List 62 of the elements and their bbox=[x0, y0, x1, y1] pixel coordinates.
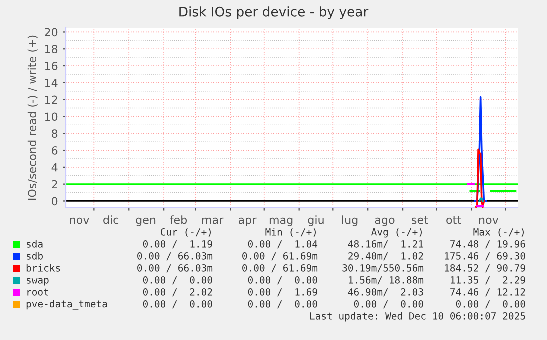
y-tick-label: 0 bbox=[52, 197, 58, 206]
text: 0.00 / 1.69 bbox=[248, 288, 318, 297]
y-tick-label: 12 bbox=[45, 96, 58, 104]
y-tick-label: 14 bbox=[45, 79, 58, 88]
text: Min (-/+) bbox=[266, 228, 316, 237]
text: 184.52 / 90.79 bbox=[445, 264, 526, 273]
text: 0.00 / 61.69m bbox=[242, 252, 318, 261]
text: Cur (-/+) bbox=[160, 228, 211, 237]
text: 0.00 / 0.00 bbox=[248, 276, 318, 285]
text: 0.00 / 2.02 bbox=[143, 288, 212, 297]
text: 74.48 / 19.96 bbox=[450, 240, 526, 249]
text: 0.00 / 0.00 bbox=[143, 300, 212, 309]
chart-title: Disk IOs per device - by year bbox=[180, 6, 369, 20]
y-tick-label: 18 bbox=[45, 45, 58, 54]
text: 0.00 / 1.19 bbox=[143, 240, 212, 249]
text: 0.00 / 1.04 bbox=[248, 240, 318, 249]
text: 1.56m/ 18.88m bbox=[349, 276, 424, 285]
x-tick-label: apr bbox=[238, 218, 257, 226]
y-tick-label: 16 bbox=[45, 62, 58, 70]
legend-label: swap bbox=[27, 278, 49, 286]
x-tick-label: gen bbox=[136, 218, 156, 226]
y-tick-label: 20 bbox=[45, 28, 58, 37]
legend-label: sdb bbox=[27, 252, 43, 260]
text: Last update: Wed Dec 10 06:00:07 2025 bbox=[310, 312, 526, 322]
y-axis-title: IOs/second read (-) / write (+) bbox=[28, 36, 38, 200]
text: 0.00 / 0.00 bbox=[354, 300, 424, 309]
text: 0.00 / 66.03m bbox=[138, 264, 213, 273]
y-tick-label: 6 bbox=[52, 146, 58, 155]
text: Max (-/+) bbox=[474, 228, 524, 237]
x-tick-label: dic bbox=[104, 216, 119, 224]
x-tick-label: set bbox=[412, 216, 428, 224]
x-tick-label: giu bbox=[308, 216, 324, 226]
x-tick-label: nov bbox=[479, 218, 499, 224]
legend-label: sda bbox=[27, 240, 43, 248]
text: 74.46 / 12.12 bbox=[450, 288, 526, 297]
text: 175.46 / 69.30 bbox=[445, 252, 526, 261]
text: 0.00 / 0.00 bbox=[248, 300, 318, 309]
x-tick-label: ago bbox=[375, 218, 395, 226]
text: 0.00 / 61.69m bbox=[242, 264, 318, 273]
legend-label: root bbox=[28, 288, 48, 296]
x-tick-label: lug bbox=[342, 216, 358, 226]
text: 30.19m/550.56m bbox=[342, 264, 424, 273]
y-tick-label: 10 bbox=[45, 112, 58, 122]
x-tick-label: nov bbox=[70, 218, 90, 224]
legend-label: bricks bbox=[26, 264, 60, 272]
text: 29.40m/ 1.02 bbox=[348, 252, 424, 261]
text: 0.00 / 0.00 bbox=[456, 300, 526, 309]
y-tick-label: 2 bbox=[52, 180, 58, 189]
text: Avg (-/+) bbox=[372, 228, 422, 238]
x-tick-label: mag bbox=[270, 218, 293, 226]
text: 48.16m/ 1.21 bbox=[348, 240, 424, 249]
text: 46.90m/ 2.03 bbox=[348, 288, 424, 297]
x-tick-label: ott bbox=[446, 216, 462, 224]
text: 0.00 / 66.03m bbox=[138, 252, 213, 261]
y-tick-label: 8 bbox=[52, 130, 58, 138]
legend-label: pve-data_tmeta bbox=[26, 300, 108, 310]
x-tick-label: mar bbox=[202, 218, 224, 224]
y-tick-label: 4 bbox=[52, 164, 58, 172]
line-series bbox=[475, 148, 486, 208]
x-tick-label: feb bbox=[170, 216, 188, 224]
text: 11.35 / 2.29 bbox=[451, 276, 526, 285]
text: 0.00 / 0.00 bbox=[143, 276, 212, 285]
